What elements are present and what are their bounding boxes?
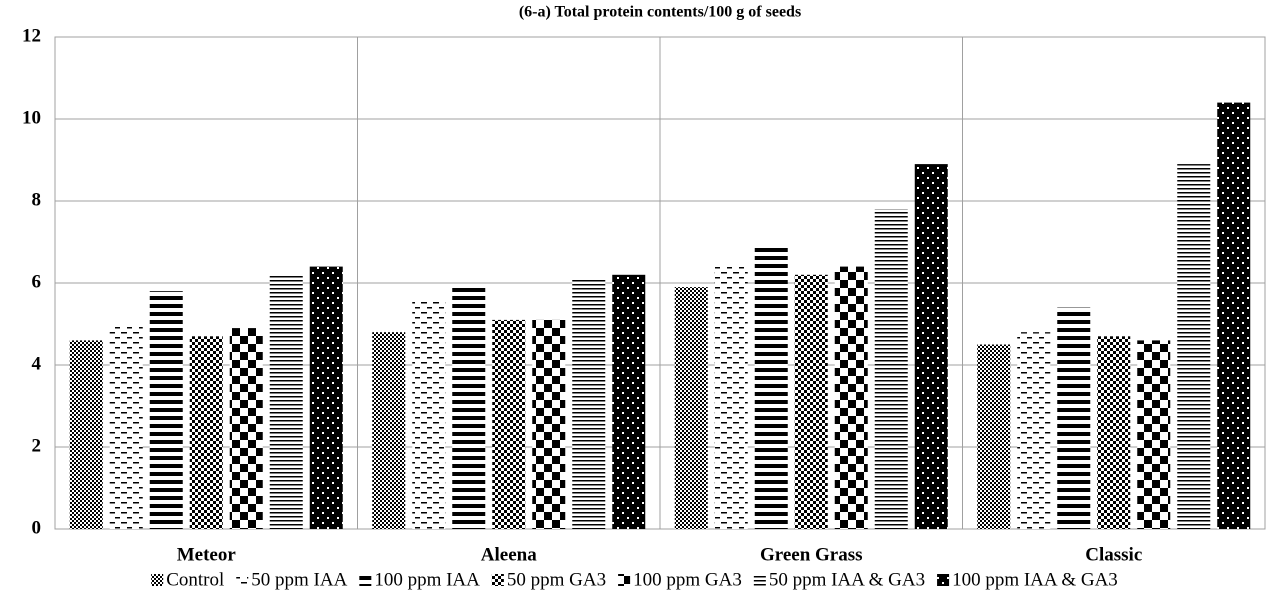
legend-swatch [151, 574, 164, 586]
y-tick-label: 0 [32, 517, 42, 538]
bar [572, 278, 606, 529]
bar [914, 164, 948, 529]
y-tick-label: 12 [22, 25, 41, 46]
x-tick-label: Green Grass [760, 544, 863, 565]
bar [1057, 307, 1091, 529]
legend-label: 50 ppm IAA [251, 569, 347, 590]
bar [1097, 336, 1131, 529]
bar [269, 274, 303, 529]
bar [1137, 340, 1171, 529]
bar [794, 274, 828, 529]
bar [1217, 102, 1251, 529]
bar [372, 332, 406, 529]
legend-label: 50 ppm GA3 [507, 569, 606, 590]
y-tick-label: 2 [32, 435, 42, 456]
y-tick-label: 6 [32, 271, 42, 292]
legend-swatch [937, 574, 950, 586]
legend-swatch [618, 574, 631, 586]
bar [977, 344, 1011, 529]
chart-title: (6-a) Total protein contents/100 g of se… [519, 4, 801, 21]
x-tick-label: Classic [1085, 544, 1142, 565]
bar [1177, 164, 1211, 529]
bar [532, 319, 566, 529]
bar [1017, 332, 1051, 529]
bar [69, 340, 103, 529]
legend-swatch [359, 574, 372, 586]
bar [612, 274, 646, 529]
plot-border [54, 36, 1266, 530]
legend-label: 100 ppm GA3 [633, 569, 742, 590]
legend-swatch [491, 574, 504, 586]
bar [109, 324, 143, 529]
bar [412, 299, 446, 529]
legend-label: Control [166, 569, 224, 590]
bar [714, 266, 748, 529]
bar [189, 336, 223, 529]
x-tick-label: Aleena [481, 544, 537, 565]
legend-label: 50 ppm IAA & GA3 [769, 569, 925, 590]
bar [229, 328, 263, 529]
bar [309, 266, 343, 529]
bar [754, 246, 788, 529]
bar [492, 319, 526, 529]
y-tick-label: 8 [32, 189, 42, 210]
bar [149, 291, 183, 529]
y-tick-label: 4 [32, 353, 42, 374]
legend-label: 100 ppm IAA [374, 569, 480, 590]
x-tick-label: Meteor [177, 544, 237, 565]
legend-label: 100 ppm IAA & GA3 [952, 569, 1118, 590]
y-tick-label: 10 [22, 107, 41, 128]
bar [452, 287, 486, 529]
legend-swatch [236, 574, 249, 586]
bar [874, 209, 908, 529]
bar [834, 266, 868, 529]
legend-swatch [753, 574, 766, 586]
bar [674, 287, 708, 529]
